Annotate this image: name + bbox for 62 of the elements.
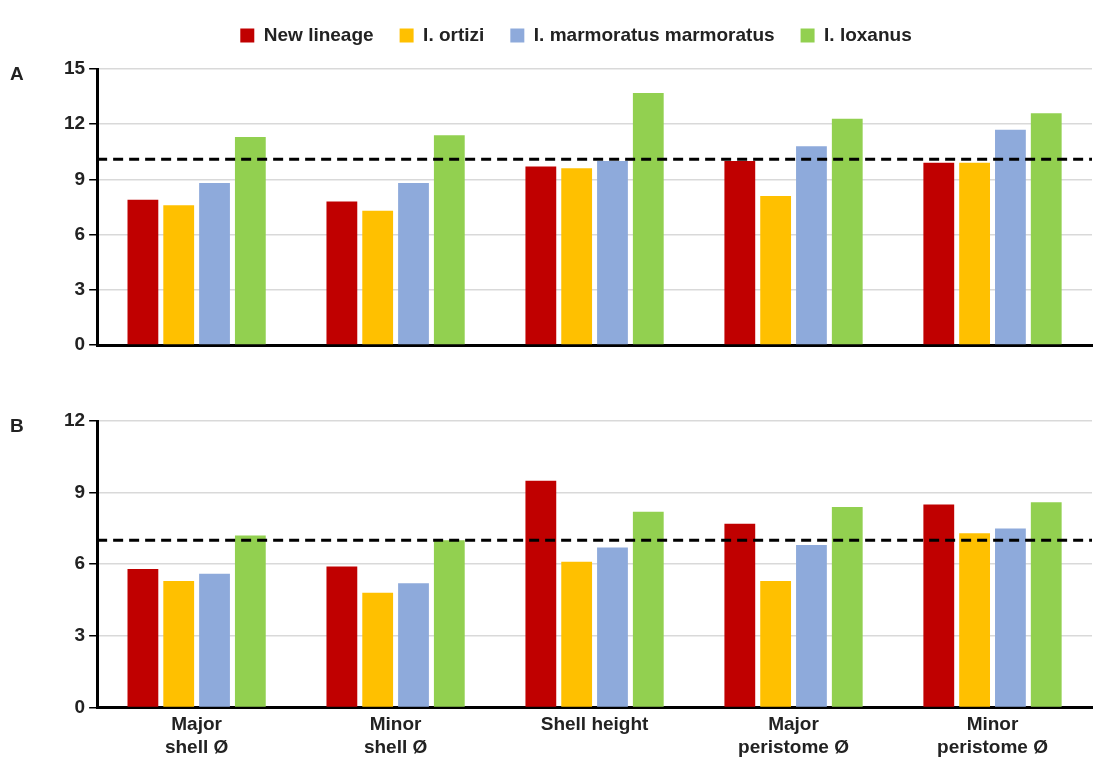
bar bbox=[831, 118, 863, 345]
bar bbox=[561, 168, 593, 345]
bar bbox=[995, 528, 1026, 707]
y-tick-label: 12 bbox=[63, 409, 86, 431]
bar bbox=[724, 523, 756, 707]
x-tick-label: Major shell Ø bbox=[164, 713, 229, 757]
bar bbox=[398, 183, 429, 345]
bar bbox=[724, 161, 756, 345]
bar bbox=[561, 561, 593, 707]
legend-label: I. marmoratus marmoratus bbox=[533, 23, 775, 45]
bar bbox=[632, 511, 664, 707]
bar bbox=[959, 162, 991, 345]
bar bbox=[831, 506, 863, 707]
text: B bbox=[10, 414, 24, 436]
bar bbox=[760, 195, 792, 345]
bar bbox=[995, 129, 1026, 345]
y-tick-label: 6 bbox=[74, 222, 86, 244]
bar bbox=[398, 583, 429, 707]
bar bbox=[796, 545, 827, 707]
bar bbox=[199, 573, 230, 707]
x-tick-label: Major peristome Ø bbox=[738, 713, 849, 757]
x-tick-label: Shell height bbox=[540, 713, 650, 735]
bar bbox=[1030, 502, 1062, 707]
bar bbox=[362, 210, 394, 345]
bar bbox=[923, 162, 955, 345]
bar bbox=[597, 547, 628, 707]
bar bbox=[234, 535, 266, 707]
bar bbox=[923, 504, 955, 707]
legend-label: New lineage bbox=[263, 23, 374, 45]
y-tick-label: 12 bbox=[63, 112, 86, 134]
bar bbox=[959, 533, 991, 707]
bar bbox=[796, 146, 827, 345]
bar bbox=[127, 199, 159, 345]
y-tick-label: 0 bbox=[74, 333, 86, 355]
legend-label: I. ortizi bbox=[423, 23, 485, 45]
bar bbox=[525, 166, 557, 345]
text: A bbox=[10, 62, 24, 84]
bar bbox=[163, 580, 195, 707]
bar bbox=[1030, 113, 1062, 345]
y-tick-label: 15 bbox=[63, 57, 86, 79]
bar bbox=[199, 183, 230, 345]
bar bbox=[163, 205, 195, 345]
bar bbox=[760, 580, 792, 707]
y-tick-label: 3 bbox=[74, 624, 86, 646]
bar bbox=[597, 161, 628, 345]
x-tick-label: Minor shell Ø bbox=[363, 713, 428, 757]
bar bbox=[326, 201, 358, 345]
y-tick-label: 0 bbox=[74, 695, 86, 717]
bar bbox=[433, 540, 465, 707]
bar bbox=[362, 592, 394, 707]
y-tick-label: 9 bbox=[74, 167, 86, 189]
y-tick-label: 6 bbox=[74, 552, 86, 574]
bar bbox=[127, 568, 159, 707]
bar bbox=[525, 480, 557, 707]
bar bbox=[433, 135, 465, 345]
legend-label: I. loxanus bbox=[824, 23, 912, 45]
y-tick-label: 3 bbox=[74, 278, 86, 300]
bar bbox=[326, 566, 358, 707]
y-tick-label: 9 bbox=[74, 480, 86, 502]
bar bbox=[234, 137, 266, 345]
x-tick-label: Minor peristome Ø bbox=[937, 713, 1048, 757]
bar bbox=[632, 92, 664, 345]
